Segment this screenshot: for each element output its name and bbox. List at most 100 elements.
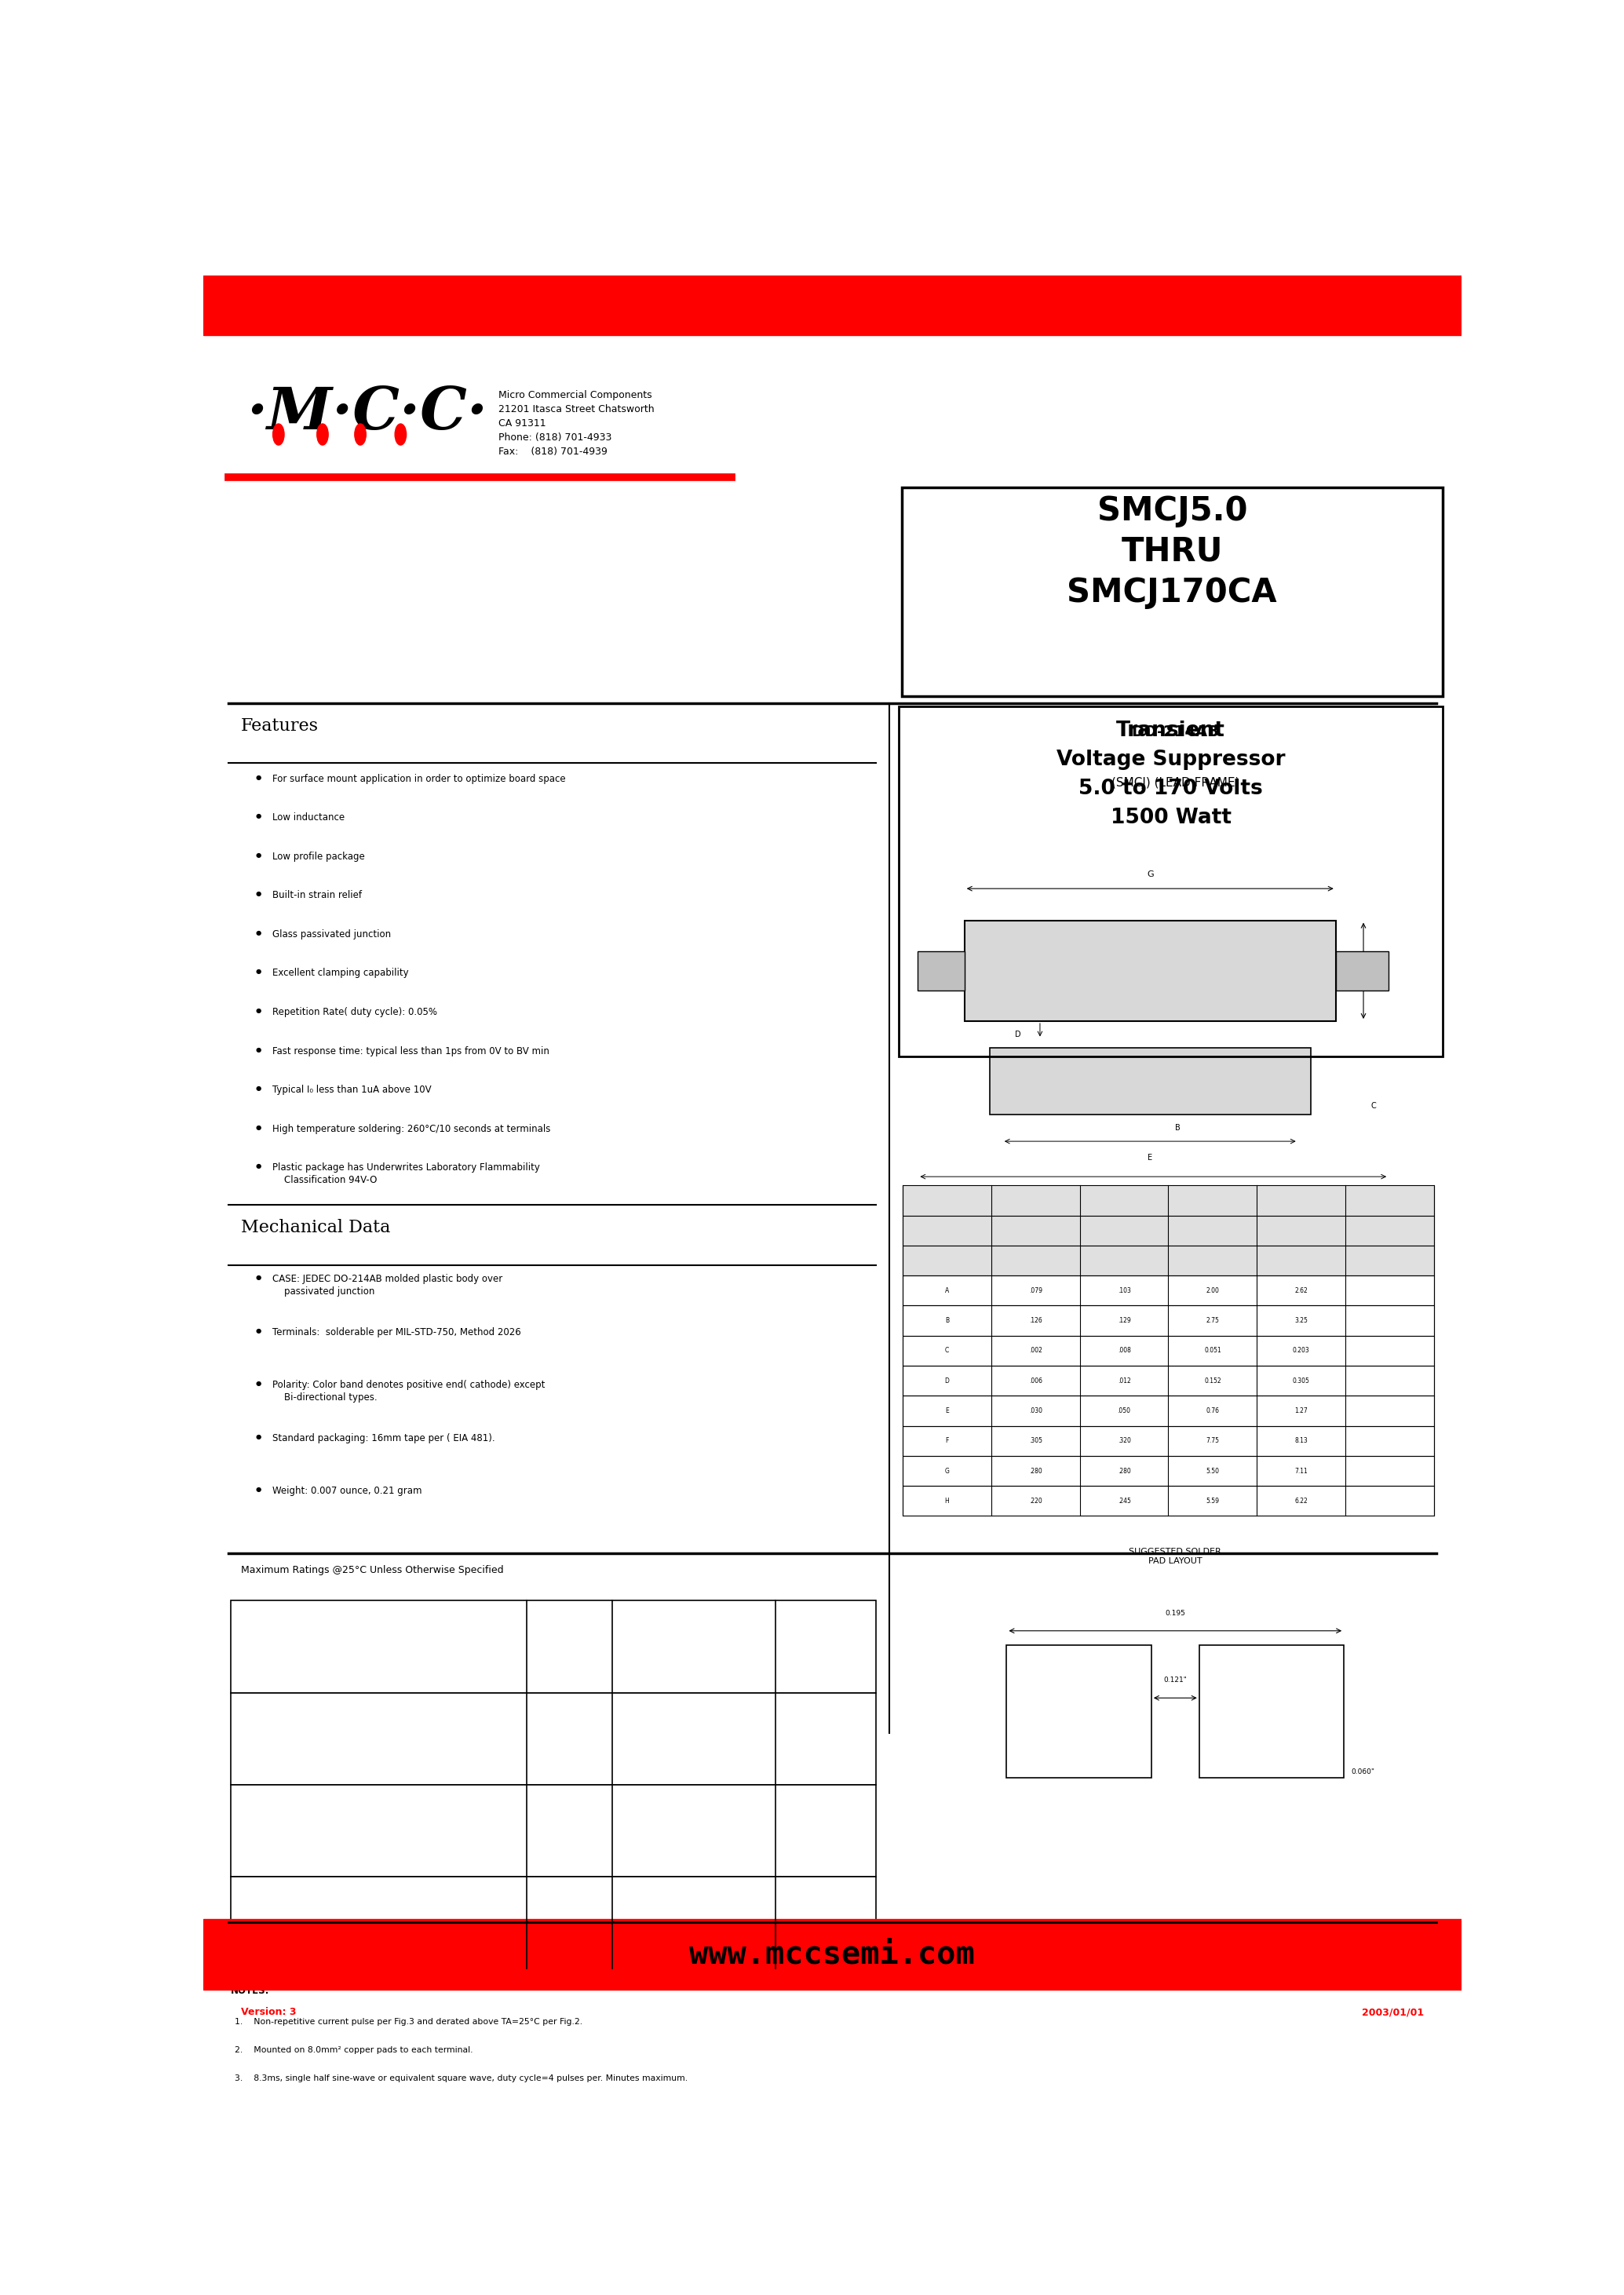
Bar xyxy=(903,1485,1434,1517)
Bar xyxy=(903,1246,1434,1276)
Text: .103: .103 xyxy=(1117,1287,1130,1294)
Bar xyxy=(903,1336,1434,1366)
Bar xyxy=(203,275,1462,335)
Text: .220: .220 xyxy=(1030,1496,1043,1506)
Text: F: F xyxy=(945,1437,948,1444)
Text: (SMCJ) (LEAD FRAME): (SMCJ) (LEAD FRAME) xyxy=(1111,778,1239,789)
Text: 1.27: 1.27 xyxy=(1294,1407,1307,1414)
Text: ●: ● xyxy=(257,1274,261,1281)
Text: DIMENSIONS: DIMENSIONS xyxy=(1143,1198,1194,1205)
Text: ●: ● xyxy=(257,773,261,780)
Text: .245: .245 xyxy=(1117,1496,1130,1506)
Text: .008: .008 xyxy=(1117,1347,1130,1354)
Text: 2.    Mounted on 8.0mm² copper pads to each terminal.: 2. Mounted on 8.0mm² copper pads to each… xyxy=(234,2047,473,2054)
Bar xyxy=(900,707,1442,1056)
Text: ●: ● xyxy=(257,1086,261,1092)
Text: ●: ● xyxy=(257,1125,261,1131)
Text: .280: .280 xyxy=(1117,1467,1130,1473)
Text: 0.121": 0.121" xyxy=(1163,1678,1187,1685)
Text: NOTES:: NOTES: xyxy=(231,1985,270,1997)
Text: E: E xyxy=(945,1407,948,1414)
Text: H: H xyxy=(1374,966,1380,975)
Text: ●: ● xyxy=(257,1432,261,1439)
Bar xyxy=(903,1425,1434,1455)
Text: C: C xyxy=(1371,1102,1376,1111)
Text: DO-214AB: DO-214AB xyxy=(1132,725,1220,739)
Text: 5.59: 5.59 xyxy=(1207,1496,1220,1506)
Text: Standard packaging: 16mm tape per ( EIA 481).: Standard packaging: 16mm tape per ( EIA … xyxy=(273,1432,495,1444)
Text: B: B xyxy=(1176,1125,1181,1131)
Text: ●: ● xyxy=(257,851,261,858)
Text: .079: .079 xyxy=(1030,1287,1043,1294)
Text: MM: MM xyxy=(1207,1228,1218,1235)
Text: ●: ● xyxy=(257,1327,261,1333)
Text: MIN: MIN xyxy=(1207,1258,1220,1265)
Text: Maximum Ratings @25°C Unless Otherwise Specified: Maximum Ratings @25°C Unless Otherwise S… xyxy=(240,1565,503,1577)
Text: MAX: MAX xyxy=(1293,1258,1309,1265)
Bar xyxy=(903,1216,1434,1246)
Text: Glass passivated junction: Glass passivated junction xyxy=(273,929,391,939)
Text: .280: .280 xyxy=(1030,1467,1043,1473)
Text: 200.0: 200.0 xyxy=(680,1827,708,1834)
Bar xyxy=(903,1455,1434,1485)
Text: www.mccsemi.com: www.mccsemi.com xyxy=(690,1939,974,1969)
Text: ●: ● xyxy=(257,890,261,897)
Text: Iₚₚₘ: Iₚₚₘ xyxy=(531,1643,549,1650)
Text: Micro Commercial Components
21201 Itasca Street Chatsworth
CA 91311
Phone: (818): Micro Commercial Components 21201 Itasca… xyxy=(499,390,654,457)
Text: H: H xyxy=(945,1496,950,1506)
Ellipse shape xyxy=(354,425,365,445)
Text: NOTE: NOTE xyxy=(1380,1258,1398,1265)
Text: G: G xyxy=(1147,870,1153,879)
Text: 5.50: 5.50 xyxy=(1207,1467,1220,1473)
Bar xyxy=(203,1919,1462,1990)
Text: Weight: 0.007 ounce, 0.21 gram: Weight: 0.007 ounce, 0.21 gram xyxy=(273,1485,422,1496)
Text: Typical I₀ less than 1uA above 10V: Typical I₀ less than 1uA above 10V xyxy=(273,1086,432,1095)
Bar xyxy=(903,1306,1434,1336)
Text: Transient
Voltage Suppressor
5.0 to 170 Volts
1500 Watt: Transient Voltage Suppressor 5.0 to 170 … xyxy=(1057,721,1285,828)
Text: 0.203: 0.203 xyxy=(1293,1347,1309,1354)
Text: 2.62: 2.62 xyxy=(1294,1287,1307,1294)
Text: Tⱼ,
Tₛₜᴳ: Tⱼ, Tₛₜᴳ xyxy=(531,1914,549,1930)
Text: SUGGESTED SOLDER
PAD LAYOUT: SUGGESTED SOLDER PAD LAYOUT xyxy=(1129,1547,1221,1565)
Text: 2.75: 2.75 xyxy=(1207,1317,1220,1324)
Text: Low inductance: Low inductance xyxy=(273,812,344,824)
Text: Built-in strain relief: Built-in strain relief xyxy=(273,890,362,900)
Text: Peak Pulse Power
Disspation on 10/1000us
waveform(Note1,2,Fig1): Peak Pulse Power Disspation on 10/1000us… xyxy=(237,1717,356,1744)
Text: .002: .002 xyxy=(1030,1347,1043,1354)
Text: 3.25: 3.25 xyxy=(1294,1317,1307,1324)
Text: A: A xyxy=(1200,1076,1205,1086)
Text: Excellent clamping capability: Excellent clamping capability xyxy=(273,968,409,978)
Text: Features: Features xyxy=(240,716,318,734)
Text: ●: ● xyxy=(257,1485,261,1494)
Ellipse shape xyxy=(317,425,328,445)
Text: 0.305: 0.305 xyxy=(1293,1377,1309,1384)
Text: 0.195: 0.195 xyxy=(1164,1609,1186,1616)
Text: 3.    8.3ms, single half sine-wave or equivalent square wave, duty cycle=4 pulse: 3. 8.3ms, single half sine-wave or equiv… xyxy=(234,2075,687,2082)
Bar xyxy=(903,1366,1434,1395)
Text: Terminals:  solderable per MIL-STD-750, Method 2026: Terminals: solderable per MIL-STD-750, M… xyxy=(273,1327,521,1338)
Bar xyxy=(1007,1646,1151,1779)
Bar xyxy=(1199,1646,1345,1779)
Text: ●: ● xyxy=(257,929,261,936)
Bar xyxy=(1335,952,1389,989)
Text: Operation And Storage
  Temperature Range: Operation And Storage Temperature Range xyxy=(237,1905,348,1923)
Text: Peak forward surge
current (JEDEC
Method) (Note 2,3): Peak forward surge current (JEDEC Method… xyxy=(237,1808,331,1836)
Text: 8.13: 8.13 xyxy=(1294,1437,1307,1444)
Text: .320: .320 xyxy=(1117,1437,1130,1444)
Text: 6.22: 6.22 xyxy=(1294,1496,1307,1506)
Text: D: D xyxy=(1015,1030,1021,1037)
Bar xyxy=(903,1276,1434,1306)
Text: 0.76: 0.76 xyxy=(1207,1407,1220,1414)
Text: 7.11: 7.11 xyxy=(1294,1467,1307,1473)
Text: 2.00: 2.00 xyxy=(1207,1287,1220,1294)
Text: Mechanical Data: Mechanical Data xyxy=(240,1219,390,1237)
Text: .050: .050 xyxy=(1117,1407,1130,1414)
Text: Version: 3: Version: 3 xyxy=(240,2008,296,2017)
Text: MIN: MIN xyxy=(1030,1258,1043,1265)
Bar xyxy=(231,1877,877,1969)
Text: Repetition Rate( duty cycle): 0.05%: Repetition Rate( duty cycle): 0.05% xyxy=(273,1008,437,1017)
Text: .129: .129 xyxy=(1117,1317,1130,1324)
Text: ●: ● xyxy=(257,812,261,819)
Bar xyxy=(989,1047,1311,1115)
Text: 1.    Non-repetitive current pulse per Fig.3 and derated above TA=25°C per Fig.2: 1. Non-repetitive current pulse per Fig.… xyxy=(234,2017,583,2026)
